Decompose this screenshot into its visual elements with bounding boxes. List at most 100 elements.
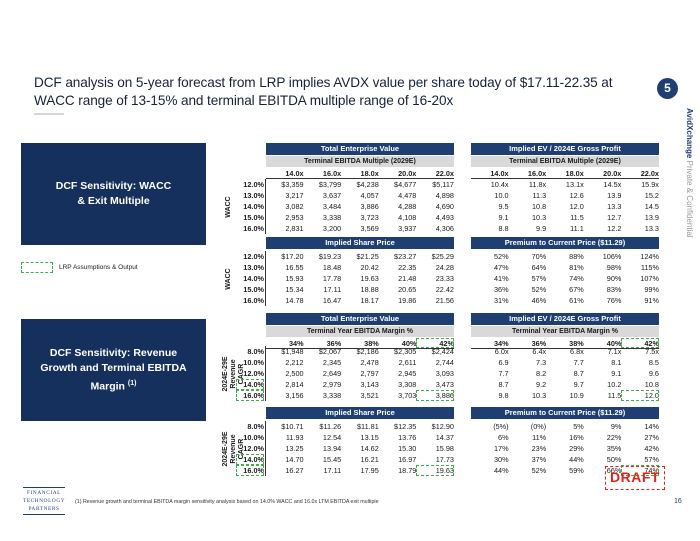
- table-cell: 74%: [621, 465, 659, 476]
- table-cell: 19.63: [416, 465, 454, 476]
- legend-swatch: [21, 262, 53, 273]
- table-cell: 10.4x: [490, 180, 509, 189]
- table-cell: 9%: [610, 422, 622, 431]
- table-cell: 31%: [493, 296, 509, 305]
- table-row: 15.34 17.11 18.88 20.65 22.42: [266, 284, 454, 295]
- table-row: 6% 11% 16% 22% 27%: [471, 432, 659, 443]
- column-header: 36%: [326, 339, 342, 348]
- table-cell: (0%): [530, 422, 547, 431]
- table-cell: 3,637: [322, 191, 342, 200]
- axis-label-line: Revenue: [230, 358, 237, 389]
- top_section-axis-line: [265, 179, 266, 234]
- column-header: 16.0x: [527, 169, 547, 178]
- table-cell: 11%: [532, 433, 547, 442]
- table-cell: 16.97: [398, 455, 417, 464]
- table-cell: 3,308: [398, 380, 417, 389]
- table-row: 2,500 2,649 2,797 2,945 3,093: [266, 368, 454, 379]
- side-label: AvidXchange Private & Confidential: [682, 108, 696, 268]
- axis-label-line: CAGR: [238, 438, 245, 459]
- table-cell: 15.9x: [641, 180, 659, 189]
- table-cell: 14.62: [360, 444, 379, 453]
- table-cell: 2,649: [322, 369, 342, 378]
- table-cell: 6.8x: [569, 347, 584, 356]
- table-cell: $21.25: [356, 252, 379, 261]
- table-cell: 23%: [531, 444, 547, 453]
- table-cell: 2,500: [285, 369, 304, 378]
- row-label: 13.0%: [243, 263, 264, 272]
- table-cell: 18.88: [360, 285, 379, 294]
- table-row: 52% 70% 88% 106% 124%: [471, 251, 659, 262]
- bottom_section-axis-label: 2024E-29E Revenue CAGR: [221, 421, 247, 476]
- axis-label-line: 2024E-29E: [222, 355, 229, 392]
- table-cell: 15.98: [435, 444, 454, 453]
- table-row: 3,082 3,484 3,886 4,288 4,690: [266, 201, 454, 212]
- footnote: (1) Revenue growth and terminal EBITDA m…: [75, 499, 379, 505]
- table-cell: 19.86: [398, 296, 417, 305]
- bottom_section-tev-header: Total Enterprise Value: [266, 313, 454, 325]
- logo-line-1: FINANCIAL: [27, 490, 61, 496]
- table-cell: 98%: [606, 263, 622, 272]
- table-cell: 3,143: [360, 380, 379, 389]
- table-cell: 37%: [531, 455, 547, 464]
- table-cell: 4,478: [398, 191, 417, 200]
- table-cell: 12.54: [322, 433, 342, 442]
- table-cell: 6.0x: [494, 347, 509, 356]
- table-cell: 16.27: [285, 466, 304, 475]
- table-cell: 11.93: [285, 433, 304, 442]
- table-cell: 2,979: [322, 380, 342, 389]
- table-row: 6.0x 6.4x 6.8x 7.1x 7.5x: [471, 346, 659, 357]
- table-cell: 13.76: [398, 433, 417, 442]
- table-cell: 2,797: [360, 369, 379, 378]
- column-header: 40%: [606, 339, 622, 348]
- table-cell: 29%: [569, 444, 584, 453]
- table-cell: 76%: [606, 296, 622, 305]
- table-cell: 23.33: [435, 274, 454, 283]
- table-row: 14.70 15.45 16.21 16.97 17.73: [266, 454, 454, 465]
- table-row: 44% 52% 59% 66% 74%: [471, 465, 659, 476]
- table-cell: 46%: [531, 296, 547, 305]
- table-cell: 14.70: [285, 455, 304, 464]
- table-row: 15.93 17.78 19.63 21.48 23.33: [266, 273, 454, 284]
- table-cell: 6.4x: [532, 347, 547, 356]
- table-cell: 3,521: [360, 391, 379, 400]
- table-cell: 14.5x: [603, 180, 622, 189]
- table-cell: 13.9: [644, 213, 659, 222]
- column-header: 34%: [493, 339, 509, 348]
- table-cell: $23.27: [394, 252, 417, 261]
- table-cell: 19.63: [360, 274, 379, 283]
- bottom_section-premium-header: Premium to Current Price ($11.29): [471, 407, 659, 419]
- top_section-premium-grid: 52% 70% 88% 106% 124% 47% 64% 81% 98% 115% 41% 57% 7…: [471, 251, 659, 306]
- table-cell: 3,338: [322, 391, 342, 400]
- row-label: 14.0%: [243, 202, 264, 211]
- table-cell: 16.55: [285, 263, 304, 272]
- table-cell: 10.0: [494, 191, 509, 200]
- title-underline: [34, 113, 64, 115]
- table-cell: 27%: [644, 433, 659, 442]
- table-cell: 4,898: [435, 191, 454, 200]
- table-cell: 13.9: [607, 191, 622, 200]
- bottom_section-ev_gp-subheader: Terminal Year EBITDA Margin %: [471, 326, 659, 337]
- table-cell: 4,057: [360, 191, 379, 200]
- table-cell: 3,484: [322, 202, 342, 211]
- top_section-share_price-grid: $17.20 $19.23 $21.25 $23.27 $25.29 16.55 18.48…: [266, 251, 454, 306]
- table-cell: 15.93: [285, 274, 304, 283]
- table-row: 16.27 17.11 17.95 18.79 19.63: [266, 465, 454, 476]
- bottom_section-axis-label: 2024E-29E Revenue CAGR: [221, 346, 247, 401]
- top_section-ev_gp-grid: 10.4x 11.8x 13.1x 14.5x 15.9x 10.0 11.3 12.6 13.…: [471, 179, 659, 234]
- table-cell: 10.3: [531, 213, 547, 222]
- table-cell: 52%: [493, 252, 509, 261]
- table-cell: 2,831: [285, 224, 304, 233]
- table-cell: 41%: [493, 274, 509, 283]
- table-cell: 52%: [531, 466, 547, 475]
- bottom_section-share_price-header: Implied Share Price: [266, 407, 454, 419]
- table-row: 3,217 3,637 4,057 4,478 4,898: [266, 190, 454, 201]
- table-row: $17.20 $19.23 $21.25 $23.27 $25.29: [266, 251, 454, 262]
- table-cell: 3,473: [435, 380, 454, 389]
- row-label: 8.0%: [247, 347, 264, 356]
- table-cell: 14.5: [644, 202, 659, 211]
- table-row: 16.55 18.48 20.42 22.35 24.28: [266, 262, 454, 273]
- table-cell: 3,886: [416, 390, 454, 401]
- bottom_section-tev-grid: $1,948 $2,067 $2,186 $2,305 $2,424 2,212 2,345…: [266, 346, 454, 401]
- table-cell: $2,305: [394, 347, 417, 356]
- table-cell: 17.78: [322, 274, 342, 283]
